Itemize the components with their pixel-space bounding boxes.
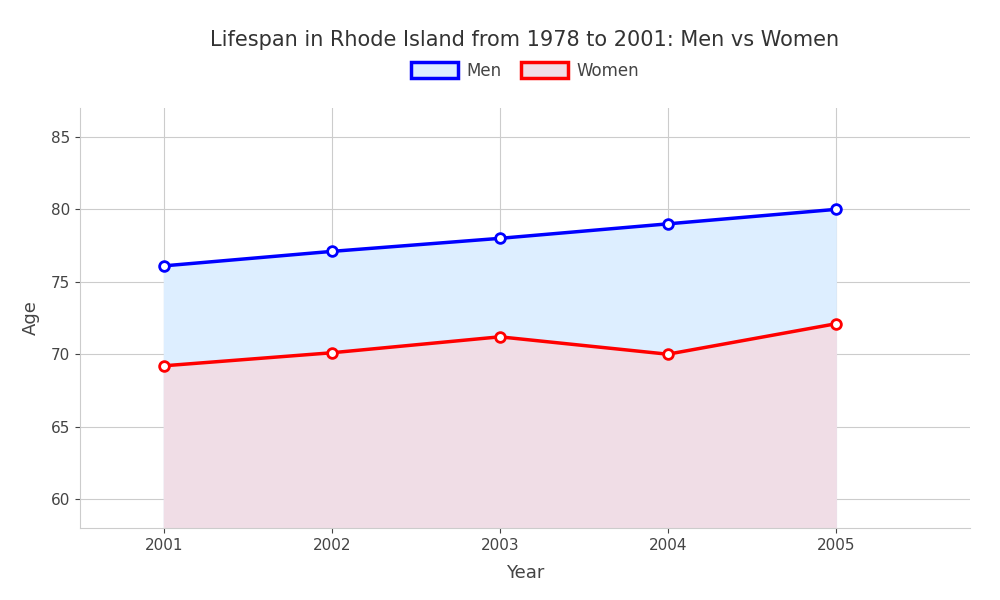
Legend: Men, Women: Men, Women xyxy=(411,62,639,80)
Title: Lifespan in Rhode Island from 1978 to 2001: Men vs Women: Lifespan in Rhode Island from 1978 to 20… xyxy=(210,29,840,49)
X-axis label: Year: Year xyxy=(506,564,544,582)
Y-axis label: Age: Age xyxy=(22,301,40,335)
